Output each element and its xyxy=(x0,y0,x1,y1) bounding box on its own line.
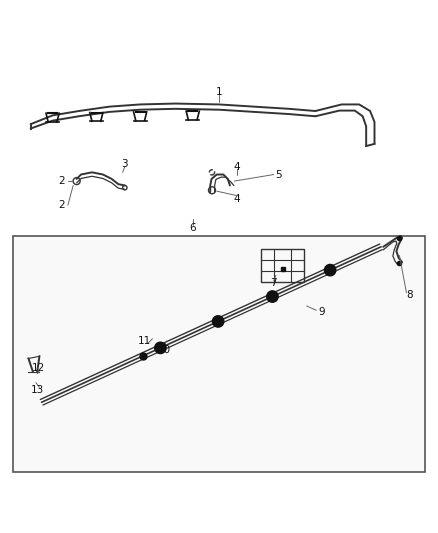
Text: 7: 7 xyxy=(270,278,277,288)
Text: 4: 4 xyxy=(233,193,240,204)
Text: 12: 12 xyxy=(32,363,45,373)
Circle shape xyxy=(325,264,336,276)
Text: 1: 1 xyxy=(215,87,223,97)
Text: 9: 9 xyxy=(318,308,325,318)
FancyBboxPatch shape xyxy=(13,236,425,472)
Circle shape xyxy=(212,316,224,327)
Bar xyxy=(261,249,304,282)
Text: 8: 8 xyxy=(406,290,413,300)
Text: 13: 13 xyxy=(31,385,44,395)
Text: 2: 2 xyxy=(58,200,65,210)
Text: 5: 5 xyxy=(275,169,282,180)
Text: 2: 2 xyxy=(58,176,65,186)
Text: 10: 10 xyxy=(158,345,171,355)
Text: 11: 11 xyxy=(138,336,151,346)
Text: 4: 4 xyxy=(233,161,240,172)
Circle shape xyxy=(267,291,278,302)
Text: 6: 6 xyxy=(189,223,196,233)
Text: 3: 3 xyxy=(121,159,128,168)
Circle shape xyxy=(155,342,166,353)
